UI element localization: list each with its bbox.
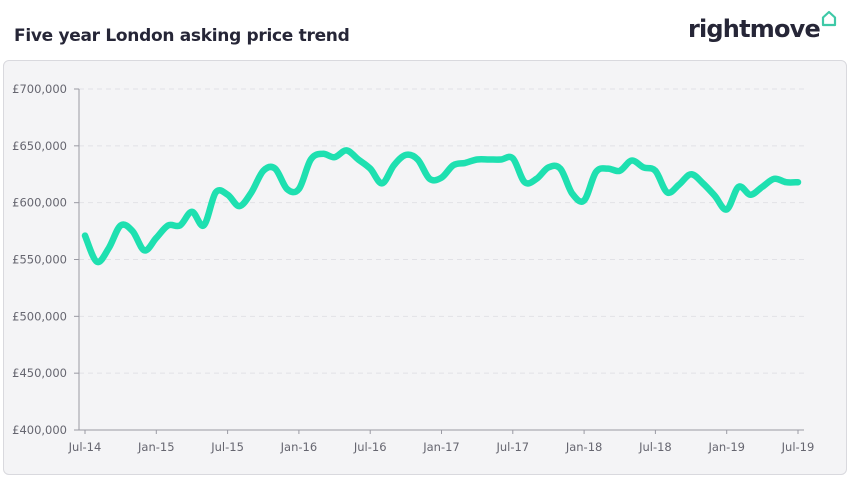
y-tick-label: £600,000	[12, 196, 67, 210]
data-point	[177, 222, 183, 228]
data-point	[522, 179, 528, 185]
data-point	[569, 190, 575, 196]
data-point	[581, 197, 587, 203]
data-point	[652, 168, 658, 174]
data-point	[510, 155, 516, 161]
y-tick-label: £650,000	[12, 139, 67, 153]
data-point	[783, 179, 789, 185]
x-tick-label: Jul-18	[638, 440, 672, 454]
chart-title: Five year London asking price trend	[14, 26, 350, 46]
data-point	[118, 222, 124, 228]
y-tick-label: £500,000	[12, 309, 67, 323]
y-tick-label: £700,000	[12, 82, 67, 96]
data-point	[308, 156, 314, 162]
data-point	[617, 168, 623, 174]
data-point	[141, 247, 147, 253]
series-line	[81, 147, 802, 266]
x-tick-label: Jul-16	[353, 440, 387, 454]
data-point	[605, 165, 611, 171]
data-point	[498, 156, 504, 162]
data-point	[450, 162, 456, 168]
data-point	[403, 152, 409, 158]
data-point	[153, 235, 159, 241]
y-tick-label: £450,000	[12, 366, 67, 380]
data-point	[165, 222, 171, 228]
data-point	[486, 156, 492, 162]
data-point	[213, 189, 219, 195]
data-point	[272, 165, 278, 171]
data-point	[189, 209, 195, 215]
data-point	[735, 184, 741, 190]
data-point	[379, 180, 385, 186]
brand-wordmark: rightmove	[687, 15, 821, 43]
x-tick-label: Jul-14	[68, 440, 102, 454]
data-point	[391, 162, 397, 168]
data-point	[367, 165, 373, 171]
data-point	[331, 154, 337, 160]
data-point	[664, 189, 670, 195]
data-point	[676, 181, 682, 187]
data-point	[260, 168, 266, 174]
data-point	[82, 232, 88, 238]
x-tick-label: Jan-17	[422, 440, 460, 454]
data-point	[557, 165, 563, 171]
data-point	[640, 164, 646, 170]
data-point	[545, 164, 551, 170]
data-point	[462, 160, 468, 166]
data-point	[438, 175, 444, 181]
x-tick-label: Jan-15	[137, 440, 175, 454]
data-point	[94, 259, 100, 265]
data-point	[759, 184, 765, 190]
data-point	[343, 147, 349, 153]
y-tick-label: £400,000	[12, 423, 67, 437]
data-point	[593, 169, 599, 175]
brand-logo: rightmove	[688, 10, 837, 43]
x-tick-label: Jan-16	[280, 440, 318, 454]
data-point	[474, 156, 480, 162]
data-point	[688, 171, 694, 177]
data-point	[248, 189, 254, 195]
data-point	[224, 192, 230, 198]
data-point	[320, 151, 326, 157]
y-tick-label: £550,000	[12, 253, 67, 267]
data-point	[628, 157, 634, 163]
x-tick-label: Jan-19	[707, 440, 745, 454]
x-tick-label: Jan-18	[565, 440, 603, 454]
chart-panel	[3, 60, 847, 475]
data-point	[106, 245, 112, 251]
data-point	[355, 156, 361, 162]
data-point	[129, 228, 135, 234]
data-point	[747, 192, 753, 198]
data-point	[201, 222, 207, 228]
data-point	[426, 176, 432, 182]
data-point	[236, 203, 242, 209]
x-tick-label: Jul-17	[495, 440, 529, 454]
data-point	[415, 156, 421, 162]
data-point	[724, 206, 730, 212]
data-point	[700, 180, 706, 186]
x-tick-label: Jul-19	[781, 440, 815, 454]
data-point	[284, 186, 290, 192]
data-point	[533, 176, 539, 182]
data-point	[712, 193, 718, 199]
house-outline-icon	[821, 10, 837, 31]
x-tick-label: Jul-15	[210, 440, 244, 454]
data-point	[296, 186, 302, 192]
data-point	[771, 176, 777, 182]
data-point	[795, 179, 801, 185]
